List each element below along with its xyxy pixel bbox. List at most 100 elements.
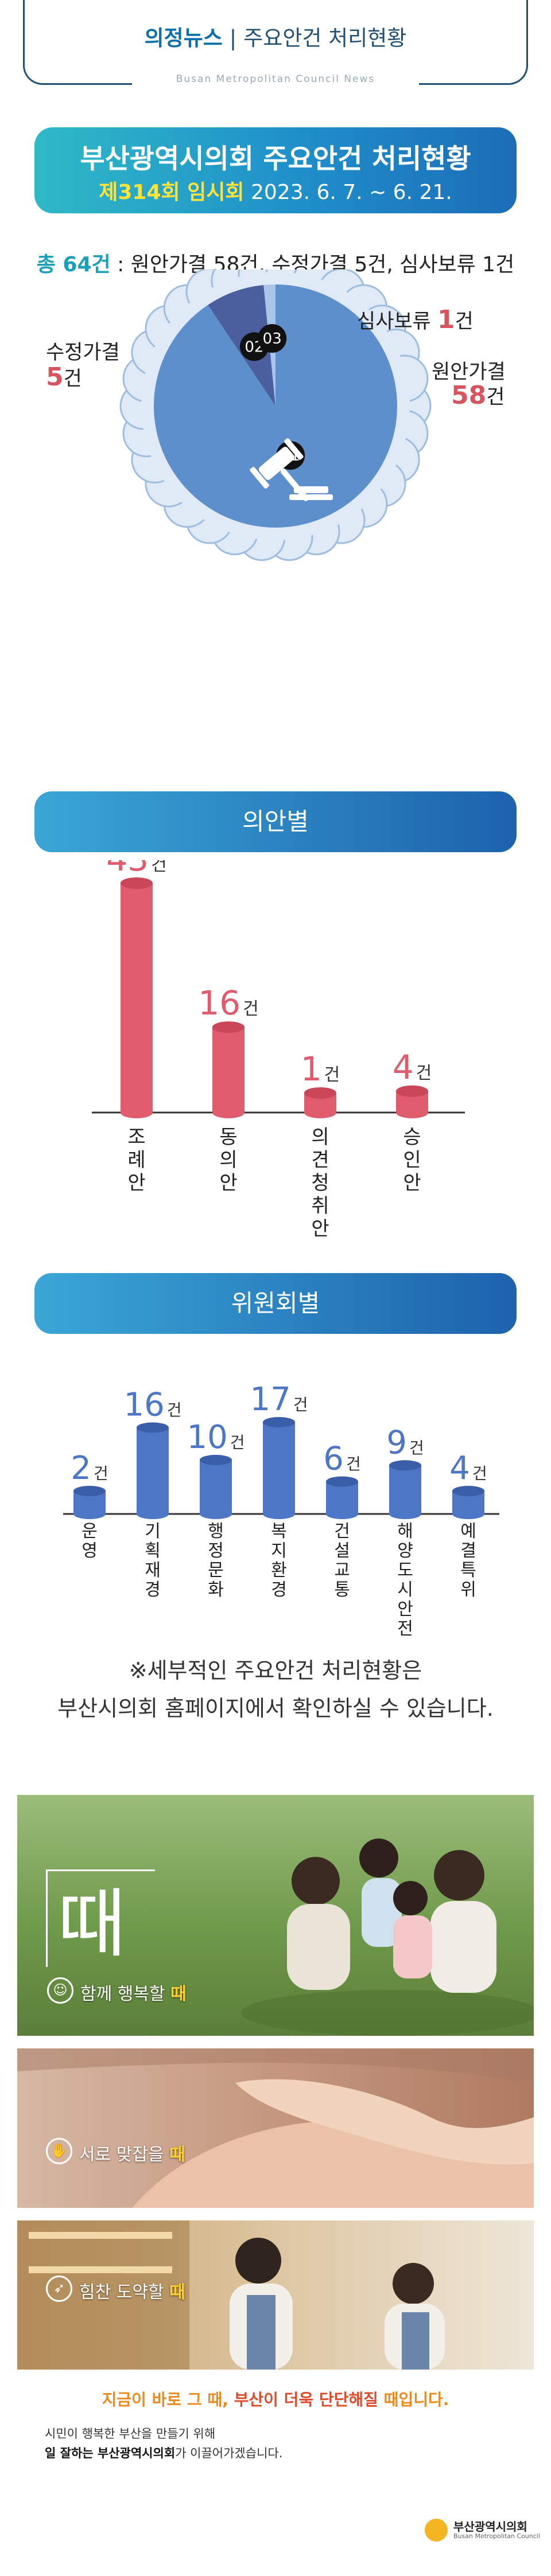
hands-photo: ✋ 서로 맞잡을 때 (17, 2048, 534, 2208)
value-number: 1 (301, 1049, 322, 1088)
banner-subtitle: 제314회 임시회 2023. 6. 7. ~ 6. 21. (34, 175, 517, 205)
title-banner (34, 127, 517, 213)
section-title-committee: 위원회별 (231, 1289, 320, 1317)
category-char: 영 (82, 1541, 98, 1561)
section-banner-committee (34, 1273, 517, 1334)
header-subtitle: Busan Metropolitan Council News (132, 73, 419, 85)
value-unit: 건 (293, 1395, 308, 1414)
category-char: 특 (460, 1560, 476, 1580)
pie-marker-text-03: 03 (263, 330, 282, 348)
category-char: 획 (145, 1541, 161, 1561)
bar-cap (326, 1476, 358, 1487)
bar-base (326, 1509, 358, 1519)
bar-cap (73, 1486, 106, 1496)
note-line-2: 부산시의회 홈페이지에서 확인하실 수 있습니다. (57, 1696, 494, 1721)
bar-cap (212, 1021, 245, 1033)
bar-cap (304, 1087, 336, 1099)
council-logo-icon (425, 2519, 448, 2542)
value-unit: 건 (94, 1464, 108, 1483)
category-char: 취 (311, 1195, 329, 1217)
value-unit: 건 (409, 1438, 424, 1457)
caption-2-highlight: 때 (169, 2145, 185, 2165)
header-title-rest: 주요안건 처리현황 (243, 26, 407, 50)
bar-cap (263, 1417, 295, 1427)
bar-예결특위 (452, 1486, 484, 1519)
pie-value-modified: 5건 (46, 362, 82, 392)
bar-조례안 (121, 877, 153, 1118)
value-label: 16 건 (123, 1386, 181, 1423)
bar-승인안 (396, 1085, 428, 1118)
bar-cap (200, 1454, 232, 1465)
bar-cap (121, 877, 153, 889)
category-char: 기 (145, 1521, 161, 1541)
value-unit: 건 (230, 1433, 245, 1452)
caption-1: 함께 행복할 때 (80, 1980, 187, 2005)
caption-2: 서로 맞잡을 때 (79, 2140, 185, 2165)
bar-복지환경 (263, 1417, 295, 1519)
tagline-sub-2-rest: 가 이끌어가겠습니다. (175, 2446, 283, 2460)
bar-body (200, 1459, 232, 1514)
pie-value-original: 58건 (451, 381, 505, 410)
bar-body (121, 883, 153, 1113)
banner-dates: 2023. 6. 7. ~ 6. 21. (250, 181, 452, 204)
category-char: 정 (208, 1541, 224, 1561)
bar-base (137, 1509, 169, 1519)
category-char: 지 (271, 1541, 287, 1561)
category-char: 안 (127, 1172, 145, 1195)
caption-3: 힘찬 도약할 때 (79, 2278, 185, 2303)
bar-base (200, 1509, 232, 1519)
category-char: 행 (208, 1521, 224, 1541)
category-char: 화 (208, 1580, 224, 1600)
banner-title: 부산광역시의회 주요안건 처리현황 (80, 143, 471, 175)
gavel-icon (250, 438, 333, 501)
pie-chart: 010203 (119, 270, 432, 561)
bar-body (263, 1422, 295, 1514)
bar-chart-committee: 2 건운 영16 건기 획 재 경10 건행 정 문 화17 건복 지 환 경6 건건 설 교 통9 건해 양 도 시 안 전4… (63, 1381, 499, 1639)
pie-value-original-num: 58 (451, 381, 487, 410)
bar-기획재경 (137, 1422, 169, 1519)
value-unit: 건 (472, 1464, 487, 1483)
pie-label-modified-name: 수정가결 (46, 341, 120, 364)
pie-label-pending: 심사보류 1건 (357, 305, 474, 334)
tagline-sub-2: 일 잘하는 부산광역시의회가 이끌어가겠습니다. (45, 2444, 282, 2461)
value-unit: 건 (416, 1063, 432, 1083)
category-char: 승 (403, 1126, 421, 1149)
caption-2-text: 서로 맞잡을 (79, 2145, 170, 2165)
pie-unit-pending: 건 (455, 310, 474, 333)
tagline-sub-1: 시민이 행복한 부산을 만들기 위해 (45, 2427, 216, 2441)
bar-해양도시안전 (389, 1460, 421, 1519)
value-label: 43건 (106, 860, 166, 879)
category-char: 례 (127, 1149, 145, 1172)
pie-slice-01 (154, 284, 398, 528)
category-char: 시 (397, 1580, 413, 1600)
category-char: 재 (145, 1560, 161, 1580)
category-char: 환 (271, 1560, 287, 1580)
hands-illustration (17, 2048, 534, 2208)
value-number: 17 (250, 1381, 290, 1418)
bar-base (73, 1509, 106, 1519)
bar-body (389, 1465, 421, 1514)
header-title: 의정뉴스 | 주요안건 처리현황 (0, 21, 551, 52)
family-icon: ☺ (47, 1977, 73, 2004)
big-char-frame (46, 1869, 155, 1967)
pie-label-original: 원안가결 (432, 356, 506, 385)
shop-photo: ➶ 힘찬 도약할 때 (17, 2220, 534, 2370)
bar-운영 (73, 1486, 106, 1519)
value-number: 4 (449, 1450, 470, 1487)
pie-value-modified-num: 5 (46, 362, 64, 392)
category-char: 전 (397, 1619, 413, 1639)
category-char: 문 (208, 1560, 224, 1580)
pie-label-original-name: 원안가결 (432, 361, 506, 384)
category-char: 복 (271, 1521, 287, 1541)
category-char: 조 (127, 1126, 145, 1149)
